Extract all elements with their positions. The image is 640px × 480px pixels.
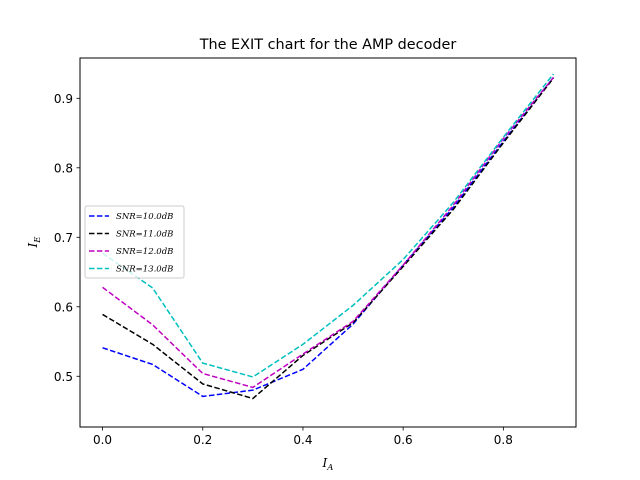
legend-items: SNR=10.0dB SNR=11.0dB SNR=12.0dB SNR=13.0dB — [89, 212, 173, 275]
y-tick-label-1: 0.6 — [54, 300, 73, 314]
x-axis-label-main: I — [322, 456, 328, 470]
x-axis-ticks: 0.0 0.2 0.4 0.6 0.8 — [93, 427, 513, 447]
y-axis-label: IE — [26, 236, 43, 249]
legend-label-3: SNR=13.0dB — [116, 265, 173, 275]
plot-area — [79, 57, 577, 428]
axes-frame — [79, 57, 577, 428]
x-tick-label-4: 0.8 — [494, 433, 513, 447]
y-tick-label-4: 0.9 — [54, 92, 73, 106]
y-tick-label-2: 0.7 — [54, 231, 73, 245]
y-axis-label-sub: E — [33, 236, 43, 244]
x-tick-label-3: 0.6 — [394, 433, 413, 447]
y-tick-label-0: 0.5 — [54, 370, 73, 384]
x-axis-label-sub: A — [326, 463, 333, 473]
series-line-3 — [102, 73, 555, 378]
y-tick-label-3: 0.8 — [54, 161, 73, 175]
y-axis-ticks: 0.5 0.6 0.7 0.8 0.9 — [54, 92, 80, 384]
series-layer — [102, 73, 555, 400]
y-axis-label-main: I — [26, 242, 40, 248]
chart-title: The EXIT chart for the AMP decoder — [199, 37, 457, 53]
series-line-0 — [102, 76, 555, 398]
series-line-2 — [102, 76, 555, 389]
legend-label-2: SNR=12.0dB — [116, 247, 173, 257]
legend-box — [84, 205, 185, 279]
legend-label-0: SNR=10.0dB — [116, 212, 173, 222]
x-axis-label: IA — [322, 456, 334, 473]
legend-label-1: SNR=11.0dB — [116, 230, 173, 240]
x-tick-label-2: 0.4 — [293, 433, 312, 447]
x-tick-label-1: 0.2 — [193, 433, 212, 447]
legend: SNR=10.0dB SNR=11.0dB SNR=12.0dB SNR=13.0dB — [84, 205, 185, 279]
x-tick-label-0: 0.0 — [93, 433, 112, 447]
series-line-1 — [102, 77, 555, 400]
